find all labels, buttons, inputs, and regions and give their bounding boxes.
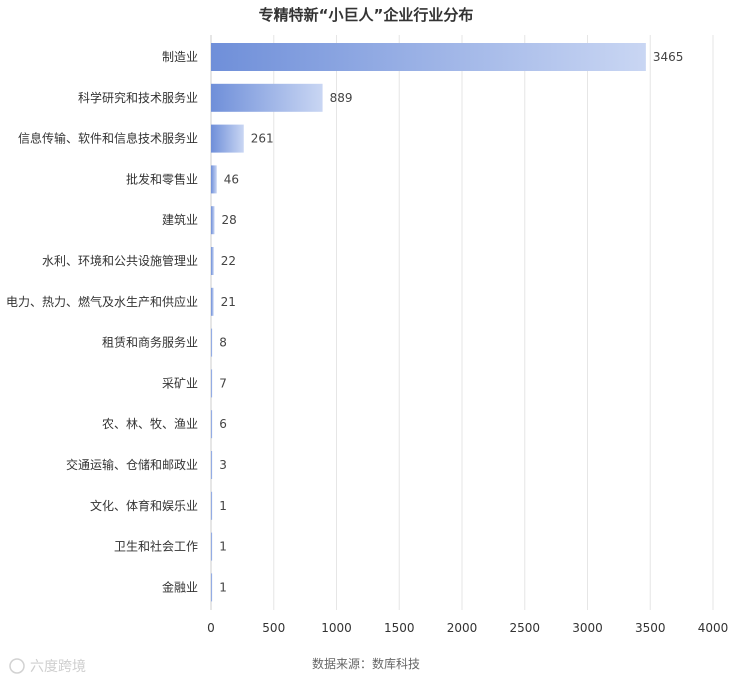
category-label: 租赁和商务服务业 bbox=[102, 335, 198, 350]
bar bbox=[211, 451, 213, 479]
watermark-logo-icon bbox=[9, 658, 25, 674]
category-label: 文化、体育和娱乐业 bbox=[90, 498, 198, 513]
category-label: 水利、环境和公共设施管理业 bbox=[42, 253, 198, 268]
data-label: 8 bbox=[219, 336, 227, 350]
data-label: 7 bbox=[219, 376, 227, 390]
bar bbox=[211, 410, 213, 439]
bar bbox=[211, 165, 217, 194]
data-label: 3 bbox=[219, 458, 227, 472]
chart-title: 专精特新“小巨人”企业行业分布 bbox=[259, 6, 474, 24]
data-label: 46 bbox=[224, 172, 239, 186]
x-tick-label: 2500 bbox=[509, 621, 540, 635]
category-label: 金融业 bbox=[162, 579, 198, 594]
category-label: 交通运输、仓储和邮政业 bbox=[66, 457, 198, 472]
bar bbox=[211, 491, 213, 520]
bar bbox=[211, 287, 214, 316]
value-labels: 3465 889 261 46 28 22 21 8 7 6 3 1 1 1 bbox=[219, 50, 683, 594]
data-label: 28 bbox=[222, 213, 237, 227]
x-tick-label: 1500 bbox=[384, 621, 415, 635]
category-label: 信息传输、软件和信息技术服务业 bbox=[18, 131, 198, 146]
category-label: 采矿业 bbox=[162, 376, 198, 390]
x-tick-label: 0 bbox=[207, 621, 215, 635]
bar bbox=[211, 206, 215, 235]
watermark-text: 六度跨境 bbox=[30, 659, 86, 675]
data-label: 21 bbox=[221, 295, 236, 309]
bar bbox=[211, 532, 213, 561]
category-label: 农、林、牧、渔业 bbox=[102, 417, 198, 431]
data-label: 889 bbox=[330, 91, 353, 105]
x-tick-label: 500 bbox=[262, 621, 285, 635]
data-label: 1 bbox=[219, 499, 227, 513]
x-tick-label: 2000 bbox=[447, 621, 478, 635]
category-label: 制造业 bbox=[162, 50, 198, 64]
bar bbox=[211, 328, 213, 357]
category-label: 批发和零售业 bbox=[126, 171, 198, 186]
category-label: 科学研究和技术服务业 bbox=[78, 90, 198, 105]
bar bbox=[211, 369, 213, 398]
x-tick-label: 1000 bbox=[321, 621, 352, 635]
category-labels: 制造业科学研究和技术服务业信息传输、软件和信息技术服务业批发和零售业建筑业水利、… bbox=[6, 50, 198, 594]
data-label: 1 bbox=[219, 580, 227, 594]
bar bbox=[211, 573, 213, 602]
category-label: 电力、热力、燃气及水生产和供应业 bbox=[6, 294, 198, 309]
data-label: 22 bbox=[221, 254, 236, 268]
source-note: 数据来源：数库科技 bbox=[312, 656, 420, 671]
category-label: 建筑业 bbox=[162, 212, 198, 227]
bar bbox=[211, 247, 214, 275]
bars bbox=[211, 43, 646, 602]
bar bbox=[211, 43, 646, 71]
x-tick-label: 3000 bbox=[572, 621, 603, 635]
bar bbox=[211, 124, 244, 153]
category-label: 卫生和社会工作 bbox=[114, 539, 198, 554]
data-label: 261 bbox=[251, 132, 274, 146]
data-label: 3465 bbox=[653, 50, 684, 64]
x-axis-ticks: 0 500 1000 1500 2000 2500 3000 3500 4000 bbox=[207, 621, 728, 635]
bar bbox=[211, 83, 323, 112]
gridlines bbox=[210, 35, 714, 610]
data-label: 6 bbox=[219, 417, 227, 431]
x-tick-label: 3500 bbox=[635, 621, 666, 635]
x-tick-label: 4000 bbox=[698, 621, 729, 635]
watermark: 六度跨境 bbox=[9, 658, 86, 675]
data-label: 1 bbox=[219, 540, 227, 554]
